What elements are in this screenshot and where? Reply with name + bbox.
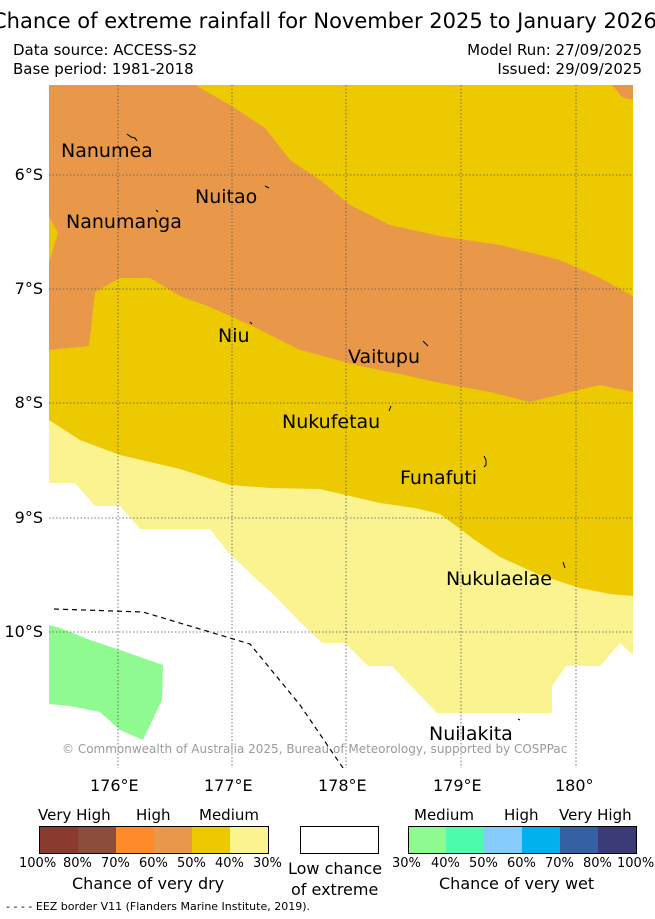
wet-swatch-3 xyxy=(484,826,522,854)
low-chance-swatch xyxy=(300,826,379,854)
wet-pct-80: 80% xyxy=(583,856,612,871)
wet-header-high: High xyxy=(504,806,539,824)
place-label-nuitao: Nuitao xyxy=(195,186,258,208)
place-label-vaitupu: Vaitupu xyxy=(348,346,421,368)
dry-50-60-area xyxy=(49,85,633,402)
base-period-label: Base period: 1981-2018 xyxy=(13,60,194,78)
lat-tick-8s: 8°S xyxy=(14,393,43,412)
wet-pct-40: 40% xyxy=(431,856,460,871)
place-label-funafuti: Funafuti xyxy=(400,467,478,489)
lon-tick-177e: 177°E xyxy=(204,776,253,795)
place-label-nanumea: Nanumea xyxy=(61,140,153,162)
wet-swatch-5 xyxy=(560,826,598,854)
dry-header-very-high: Very High xyxy=(38,806,111,824)
lon-tick-176e: 176°E xyxy=(90,776,139,795)
low-chance-title-line2: of extreme xyxy=(291,880,379,899)
dry-50-60-corner xyxy=(612,85,633,100)
dry-pct-40: 40% xyxy=(215,856,244,871)
wet-header-very-high: Very High xyxy=(559,806,632,824)
wet-pct-50: 50% xyxy=(469,856,498,871)
low-chance-title-line1: Low chance xyxy=(288,859,383,878)
place-label-nukufetau: Nukufetau xyxy=(282,411,381,433)
lat-tick-10s: 10°S xyxy=(4,622,43,641)
wet-swatch-2 xyxy=(446,826,484,854)
graticule xyxy=(49,85,633,768)
data-source-label: Data source: ACCESS-S2 xyxy=(13,41,198,59)
copyright-text: © Commonwealth of Australia 2025, Bureau… xyxy=(62,742,568,756)
dry-swatch-5 xyxy=(192,826,230,854)
lat-tick-6s: 6°S xyxy=(14,165,43,184)
dry-pct-100: 100% xyxy=(19,856,57,871)
island-outlines xyxy=(126,133,566,721)
lon-tick-180: 180° xyxy=(555,776,594,795)
dry-header-high: High xyxy=(136,806,171,824)
dry-colorbar-title: Chance of very dry xyxy=(72,874,225,893)
wet-swatch-1 xyxy=(408,826,447,854)
dry-swatch-3 xyxy=(116,826,154,854)
dry-pct-60: 60% xyxy=(139,856,168,871)
wet-swatch-6 xyxy=(598,826,637,854)
dry-pct-30: 30% xyxy=(253,856,282,871)
wet-header-medium: Medium xyxy=(414,806,474,824)
wet-colorbar-title: Chance of very wet xyxy=(439,874,595,893)
wet-pct-60: 60% xyxy=(507,856,536,871)
place-label-nuilakita: Nuilakita xyxy=(429,723,513,745)
wet-swatch-4 xyxy=(522,826,560,854)
wet-30-40-area xyxy=(49,625,163,740)
lat-tick-7s: 7°S xyxy=(14,279,43,298)
place-label-niu: Niu xyxy=(218,325,250,347)
model-run-label: Model Run: 27/09/2025 xyxy=(467,41,642,59)
dry-swatch-2 xyxy=(78,826,116,854)
dry-swatch-1 xyxy=(39,826,79,854)
issued-label: Issued: 29/09/2025 xyxy=(497,60,642,78)
place-label-nanumanga: Nanumanga xyxy=(66,211,182,233)
lon-tick-179e: 179°E xyxy=(433,776,482,795)
wet-pct-100: 100% xyxy=(617,856,655,871)
eez-border-line xyxy=(53,608,344,768)
lat-tick-9s: 9°S xyxy=(14,508,43,527)
map-title-text: Chance of extreme rainfall for November … xyxy=(0,9,655,33)
place-label-nukulaelae: Nukulaelae xyxy=(446,568,552,590)
dry-swatch-4 xyxy=(154,826,192,854)
lon-tick-178e: 178°E xyxy=(318,776,367,795)
eez-note: - - - - EEZ border V11 (Flanders Marine … xyxy=(6,900,311,913)
dry-pct-80: 80% xyxy=(63,856,92,871)
dry-swatch-6 xyxy=(230,826,269,854)
dry-pct-50: 50% xyxy=(177,856,206,871)
dry-header-medium: Medium xyxy=(199,806,259,824)
dry-pct-70: 70% xyxy=(101,856,130,871)
wet-pct-30: 30% xyxy=(392,856,421,871)
wet-pct-70: 70% xyxy=(545,856,574,871)
